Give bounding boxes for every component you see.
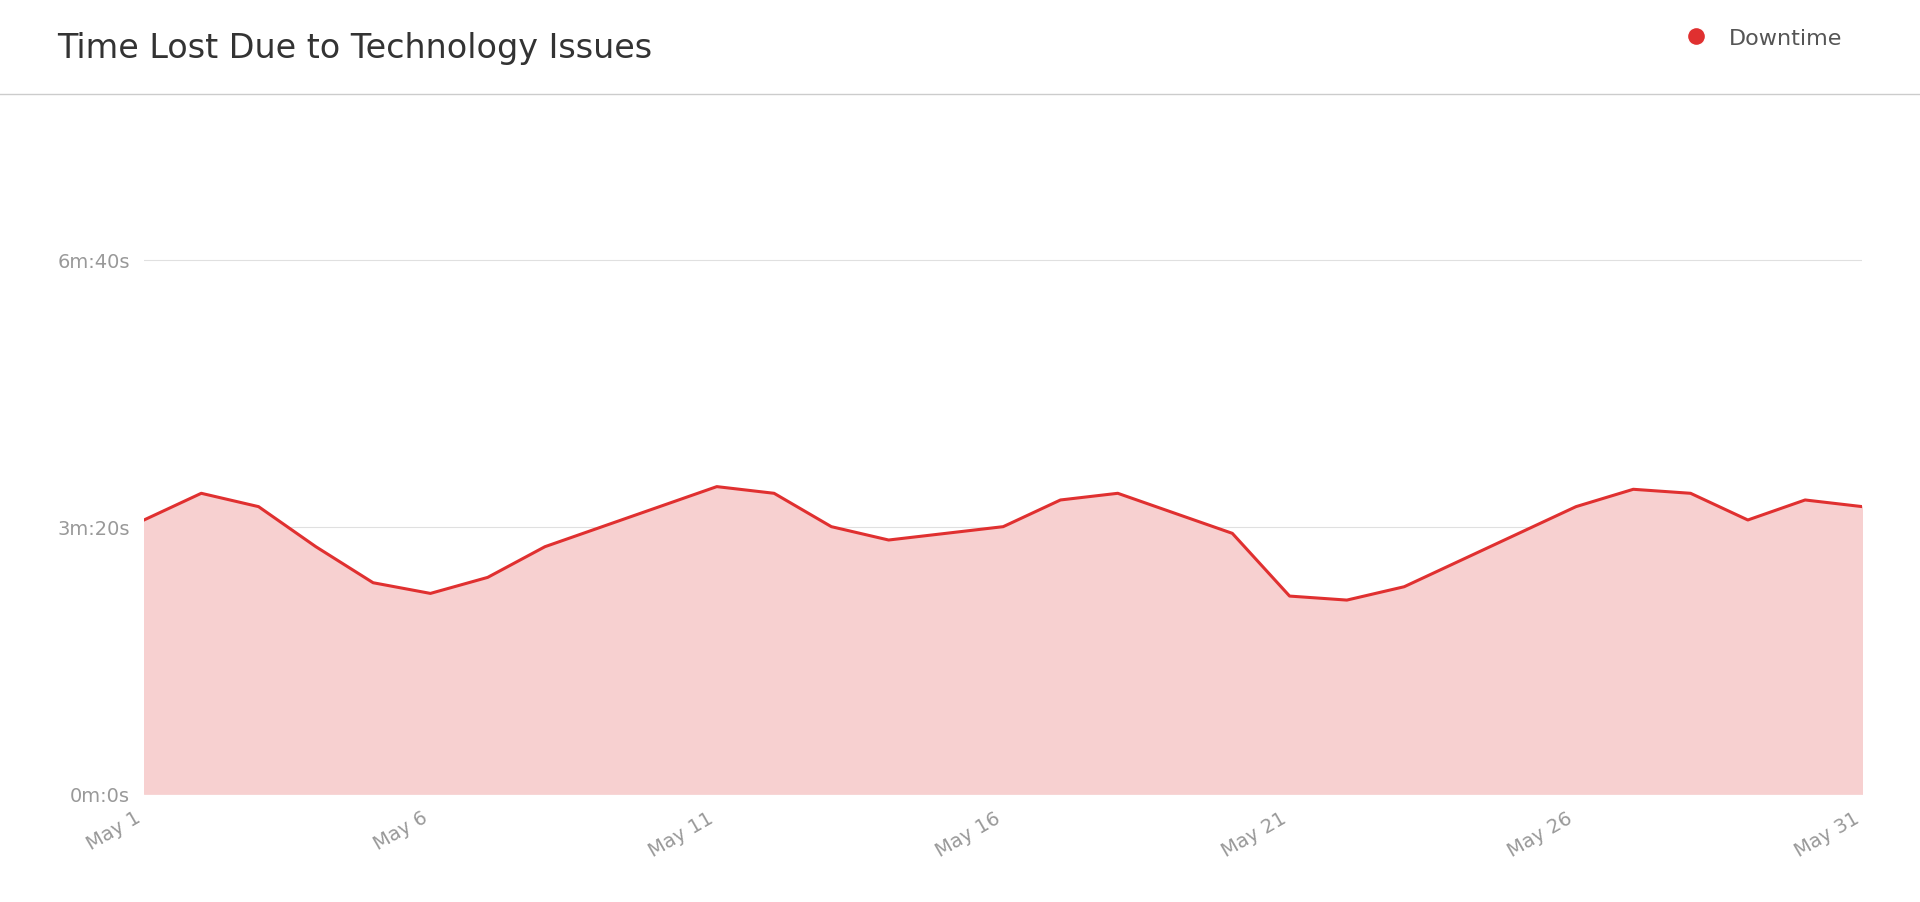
Text: Time Lost Due to Technology Issues: Time Lost Due to Technology Issues: [58, 32, 653, 65]
Legend: Downtime: Downtime: [1665, 20, 1851, 58]
